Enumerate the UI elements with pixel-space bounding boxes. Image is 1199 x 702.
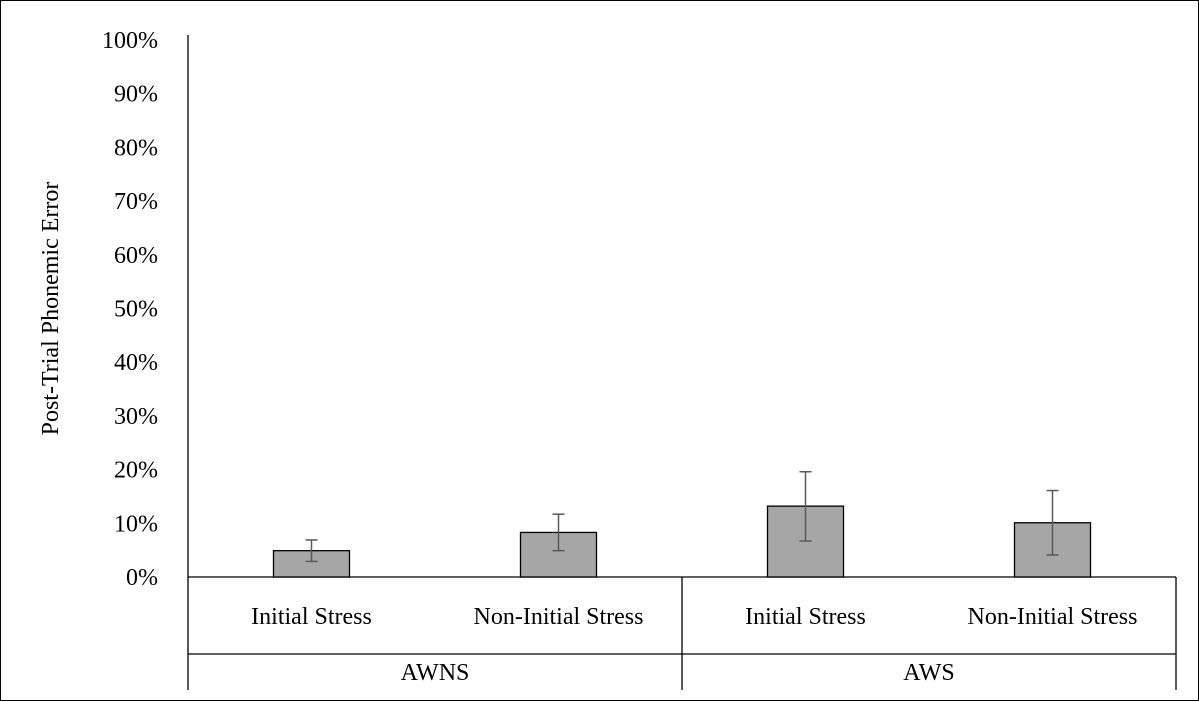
y-tick-label: 10% (114, 511, 158, 537)
y-tick-label: 20% (114, 458, 158, 484)
group-label: AWNS (401, 660, 470, 686)
y-axis-title-group: Post-Trial Phonemic Error (38, 182, 64, 436)
error-bars (305, 470, 1059, 563)
group-labels: AWNS AWS (401, 660, 955, 686)
y-tick-label: 60% (114, 243, 158, 269)
x-tick-label: Non-Initial Stress (968, 604, 1138, 630)
group-label: AWS (903, 660, 954, 686)
y-tick-labels: 0% 10% 20% 30% 40% 50% 60% 70% 80% 90% 100% (102, 28, 158, 591)
y-tick-label: 30% (114, 404, 158, 430)
x-tick-label: Initial Stress (745, 604, 866, 630)
x-tick-label: Initial Stress (251, 604, 372, 630)
y-tick-label: 80% (114, 135, 158, 161)
y-tick-label: 40% (114, 350, 158, 376)
y-axis-title: Post-Trial Phonemic Error (38, 182, 64, 436)
bars (272, 505, 1092, 578)
y-tick-label: 90% (114, 82, 158, 108)
y-tick-label: 50% (114, 297, 158, 323)
axes (187, 35, 1177, 690)
y-tick-label: 70% (114, 189, 158, 215)
x-tick-label: Non-Initial Stress (474, 604, 644, 630)
y-tick-label: 100% (102, 28, 158, 54)
bar (519, 531, 598, 578)
y-tick-label: 0% (126, 565, 158, 591)
x-tick-labels: Initial Stress Non-Initial Stress Initial … (251, 604, 1137, 630)
